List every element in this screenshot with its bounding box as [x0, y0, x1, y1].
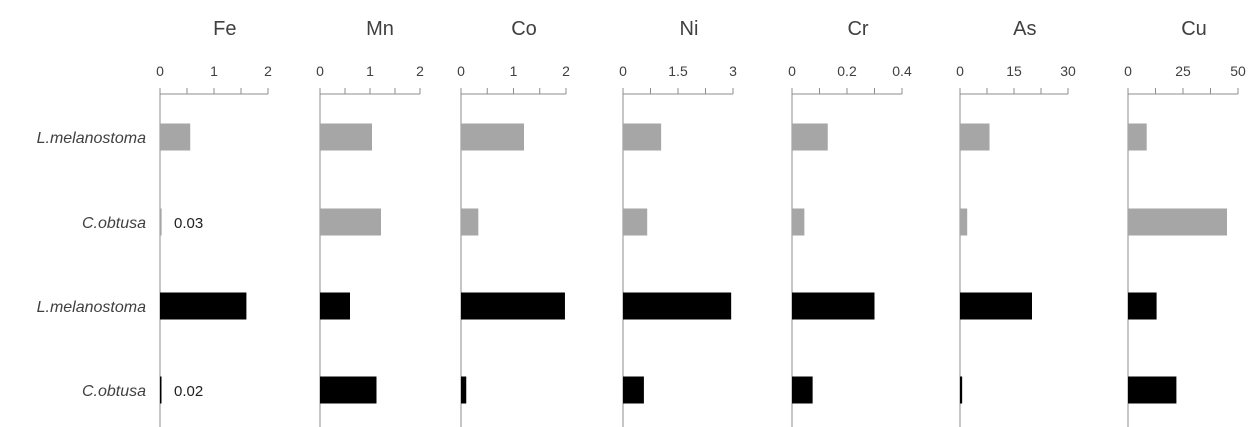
bar-mn-1	[320, 208, 381, 236]
tick-label: 1.5	[668, 63, 688, 79]
bar-co-2	[461, 292, 565, 320]
tick-label: 0.2	[837, 63, 857, 79]
tick-label: 0	[1124, 63, 1132, 79]
data-label: 0.03	[174, 215, 203, 232]
bar-as-3	[960, 376, 963, 404]
bar-cr-1	[792, 208, 805, 236]
tick-label: 0	[316, 63, 324, 79]
tick-label: 0	[156, 63, 164, 79]
panel-title: Fe	[213, 18, 236, 40]
bar-ni-1	[623, 208, 648, 236]
bar-mn-2	[320, 292, 350, 320]
panel-title: Co	[511, 18, 537, 40]
tick-label: 1	[366, 63, 374, 79]
tick-label: 3	[729, 63, 737, 79]
tick-label: 30	[1060, 63, 1076, 79]
bar-as-1	[960, 208, 968, 236]
panel-fe: Fe 0 1 2 0.03 0.02	[156, 18, 272, 427]
tick-label: 1	[510, 63, 518, 79]
bar-as-2	[960, 292, 1032, 320]
row-labels: L.melanostoma C.obtusa L.melanostoma C.obtu…	[37, 130, 146, 400]
bar-cr-2	[792, 292, 875, 320]
bar-co-3	[461, 376, 467, 404]
row-label: C.obtusa	[82, 215, 146, 232]
tick-label: 2	[264, 63, 272, 79]
bar-fe-1	[160, 208, 162, 236]
tick-label: 0	[956, 63, 964, 79]
data-label: 0.02	[174, 383, 203, 400]
panel-co: Co 0 1 2	[457, 18, 570, 427]
panel-title: Cr	[847, 18, 868, 40]
panel-title: Cu	[1181, 18, 1207, 40]
tick-label: 2	[562, 63, 570, 79]
bar-fe-2	[160, 292, 247, 320]
tick-label: 15	[1006, 63, 1022, 79]
bar-cu-0	[1128, 123, 1147, 151]
panel-cr: Cr 0 0.2 0.4	[788, 18, 912, 427]
tick-label: 0	[788, 63, 796, 79]
bar-cu-2	[1128, 292, 1157, 320]
tick-label: 0.4	[892, 63, 912, 79]
tick-label: 2	[416, 63, 424, 79]
panel-ni: Ni 0 1.5 3	[619, 18, 737, 427]
row-label: L.melanostoma	[37, 130, 146, 147]
bar-co-1	[461, 208, 479, 236]
bar-cu-1	[1128, 208, 1227, 236]
tick-label: 0	[457, 63, 465, 79]
bar-mn-0	[320, 123, 372, 151]
bar-cr-3	[792, 376, 813, 404]
panel-as: As 0 15 30	[956, 18, 1076, 427]
tick-label: 0	[619, 63, 627, 79]
panel-title: As	[1013, 18, 1036, 40]
row-label: L.melanostoma	[37, 299, 146, 316]
bar-as-0	[960, 123, 990, 151]
bar-fe-3	[160, 376, 162, 404]
bar-ni-0	[623, 123, 662, 151]
bar-fe-0	[160, 123, 191, 151]
bar-ni-3	[623, 376, 644, 404]
panel-title: Mn	[366, 18, 394, 40]
tick-label: 50	[1230, 63, 1246, 79]
panel-cu: Cu 0 25 50	[1124, 18, 1246, 427]
panel-mn: Mn 0 1 2	[316, 18, 424, 427]
bar-cr-0	[792, 123, 828, 151]
tick-label: 1	[210, 63, 218, 79]
row-label: C.obtusa	[82, 383, 146, 400]
panel-title: Ni	[680, 18, 699, 40]
bar-ni-2	[623, 292, 732, 320]
bar-mn-3	[320, 376, 377, 404]
chart-panels: Fe 0 1 2 0.03 0.02 Mn 0 1 2 Co 0 1 2 Ni 0 1.5 3 Cr 0 0.2 0.4 A…	[156, 18, 1246, 427]
tick-label: 25	[1175, 63, 1191, 79]
bar-co-0	[461, 123, 524, 151]
bar-cu-3	[1128, 376, 1177, 404]
